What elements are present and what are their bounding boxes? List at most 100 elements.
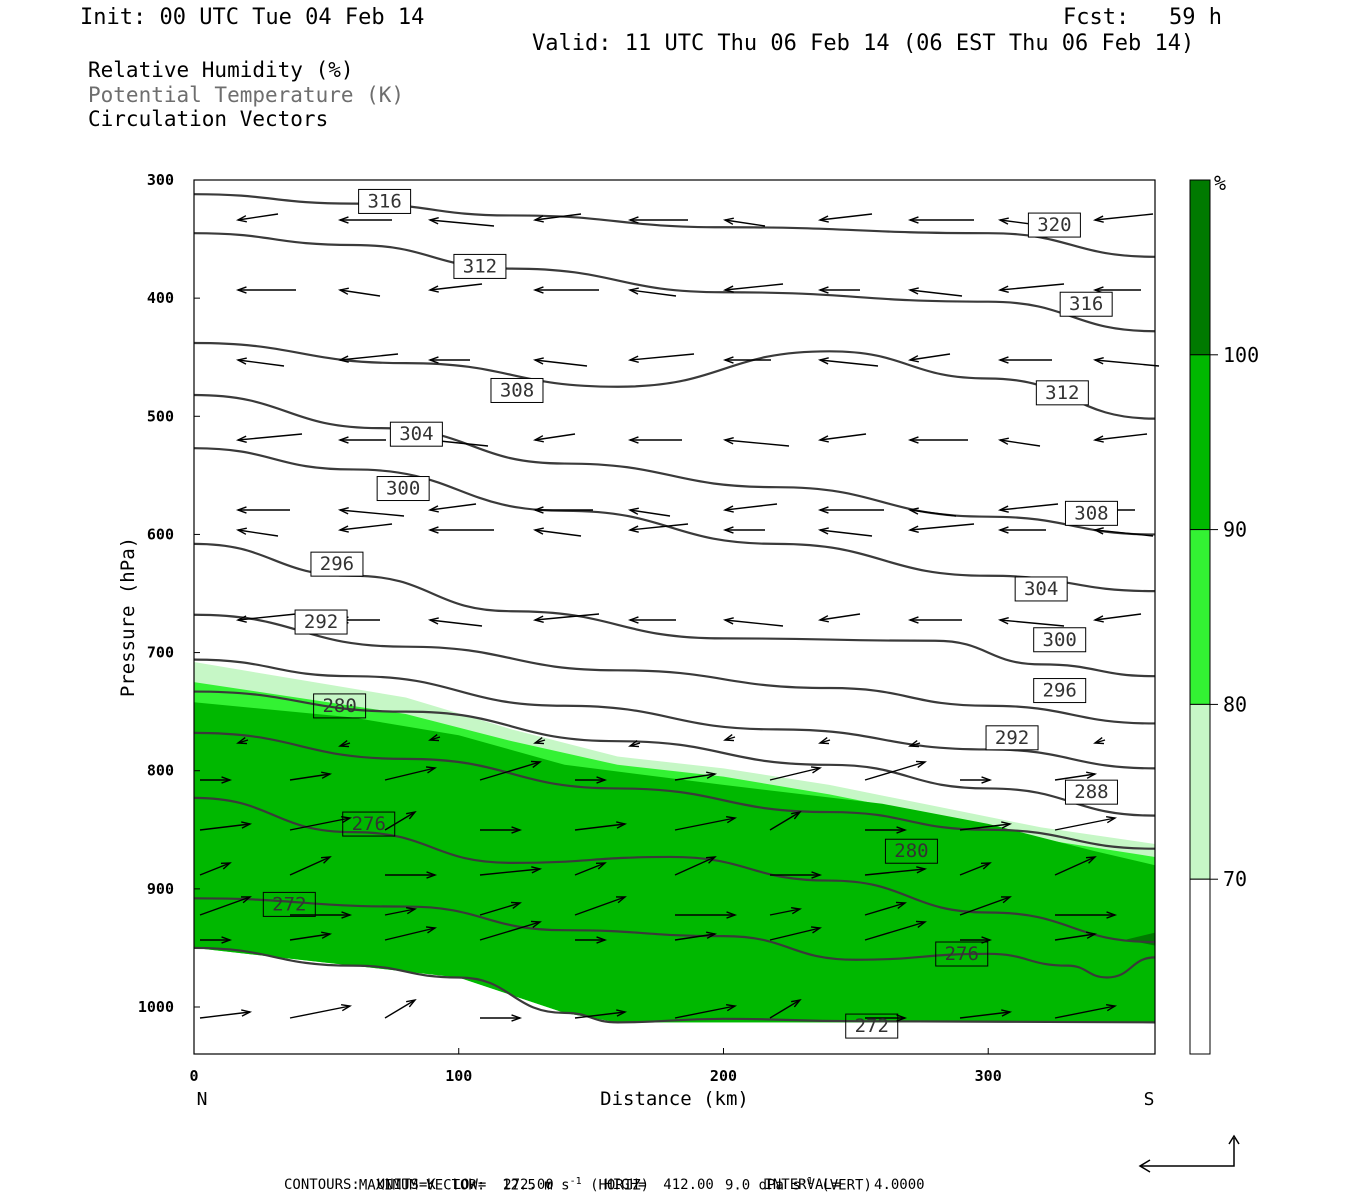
vector-arrow-16-head: [817, 286, 829, 294]
vector-arrow-41-head: [337, 507, 349, 515]
vector-arrow-81-head: [321, 771, 333, 779]
vector-arrow-109-head: [1085, 856, 1097, 864]
vector-arrow-125: [674, 933, 716, 941]
contour-label-7: 280: [322, 695, 356, 717]
vector-arrow-134: [574, 1011, 626, 1019]
vector-arrow-82-head: [425, 766, 437, 774]
vector-arrow-116: [769, 908, 801, 916]
vector-arrow-104-head: [595, 862, 607, 870]
vector-arrow-97-head: [896, 826, 908, 834]
vector-arrow-54: [629, 523, 689, 531]
colorbar-band-4: [1189, 878, 1211, 1055]
vector-arrow-74-head: [628, 740, 640, 748]
vector-arrow-38: [999, 439, 1041, 447]
vector-arrow-101-head: [320, 856, 332, 864]
vector-arrow-120-head: [221, 936, 233, 944]
vector-arrow-66: [819, 613, 861, 621]
vector-arrow-57: [909, 523, 975, 531]
vector-arrow-60: [237, 613, 297, 621]
theta-contour-316: [193, 232, 1156, 333]
colorbar-label-70: 70: [1223, 867, 1247, 891]
legend-relative-humidity: Relative Humidity (%): [88, 58, 354, 82]
x-tick-label-100: 100: [445, 1067, 472, 1085]
vector-arrow-124-head: [596, 936, 608, 944]
vector-arrow-98: [959, 823, 1011, 831]
max-vector-horiz: 12.5 m s: [502, 1177, 570, 1194]
vector-arrow-22-head: [427, 356, 439, 364]
vector-arrow-0: [237, 213, 279, 221]
vector-arrow-72-head: [428, 734, 440, 742]
vector-arrow-135-head: [725, 1003, 738, 1012]
vector-arrow-48-head: [997, 505, 1009, 513]
vector-arrow-0-head: [235, 215, 247, 223]
vector-arrow-129: [1054, 933, 1096, 941]
vector-arrow-90: [199, 823, 251, 831]
vector-arrow-9: [1094, 213, 1154, 221]
theta-contour-312: [193, 341, 1156, 420]
vector-arrow-2: [429, 219, 495, 227]
contour-label-box-1: [453, 253, 507, 279]
vector-arrow-23-head: [532, 357, 544, 365]
vector-arrow-94-head: [616, 821, 628, 829]
x-tick-label-300: 300: [975, 1067, 1002, 1085]
vector-arrow-9-head: [1092, 215, 1104, 223]
vector-arrow-59-head: [1092, 527, 1104, 535]
vector-arrow-31-head: [337, 436, 349, 444]
vector-arrow-1-head: [337, 216, 349, 224]
vector-arrow-86-head: [810, 766, 822, 774]
vector-arrow-27: [909, 353, 951, 361]
vector-arrow-34-head: [627, 436, 639, 444]
vector-arrow-68: [999, 619, 1065, 627]
vector-arrow-12-head: [427, 285, 439, 293]
legend-potential-temperature: Potential Temperature (K): [88, 83, 405, 107]
contour-label-box-2: [490, 377, 544, 403]
vector-arrow-35-head: [722, 437, 734, 445]
y-tick-label-500: 500: [147, 407, 174, 425]
legend-circulation-vectors: Circulation Vectors: [88, 107, 329, 131]
vector-arrow-50-head: [235, 527, 247, 535]
vector-arrow-51: [339, 523, 393, 531]
contour-label-box-20: [935, 941, 989, 967]
vector-arrow-107-head: [916, 866, 928, 874]
vector-arrow-33-head: [532, 435, 544, 443]
vector-arrow-50: [237, 529, 279, 537]
reference-vector-horiz-head: [1138, 1159, 1151, 1173]
contour-label-box-4: [376, 476, 430, 502]
theta-contour-284: [193, 731, 1156, 850]
vector-arrow-39-head: [1092, 435, 1104, 443]
vector-arrow-13-head: [532, 286, 544, 294]
contour-label-box-13: [1064, 500, 1118, 526]
contour-label-8: 276: [352, 813, 386, 835]
vector-arrow-138: [959, 1011, 1011, 1019]
vector-arrow-3: [534, 213, 582, 221]
vector-arrow-46-head: [817, 506, 829, 514]
contour-label-15: 300: [1043, 629, 1077, 651]
vector-arrow-66-head: [817, 615, 829, 623]
vector-arrow-112-head: [405, 906, 418, 915]
contour-label-box-18: [1064, 779, 1118, 805]
vector-arrow-28-head: [997, 356, 1009, 364]
contour-label-box-0: [358, 188, 412, 214]
vector-arrow-134-head: [616, 1009, 628, 1017]
vector-arrow-89-head: [1086, 771, 1098, 779]
vector-arrow-45: [724, 503, 778, 511]
vector-arrow-123: [479, 921, 541, 941]
contour-label-6: 292: [304, 611, 338, 633]
vector-arrow-102-head: [426, 871, 438, 879]
vector-arrow-26-head: [817, 357, 829, 365]
contour-label-2: 308: [500, 379, 534, 401]
theta-contour-272: [193, 946, 1156, 1024]
vector-arrow-125-head: [706, 931, 718, 939]
vector-arrow-73-head: [533, 737, 545, 745]
vector-arrow-133-head: [511, 1014, 523, 1022]
vector-arrow-36: [819, 433, 867, 441]
vector-arrow-52-head: [427, 526, 439, 534]
vector-arrow-44-head: [627, 507, 639, 515]
vector-arrow-116-head: [790, 906, 803, 915]
contour-label-box-14: [1014, 576, 1068, 602]
vector-arrow-53: [534, 529, 582, 537]
contour-label-18: 288: [1074, 781, 1108, 803]
vector-arrow-24: [629, 353, 695, 361]
contour-label-14: 304: [1024, 578, 1058, 600]
contour-label-box-7: [313, 693, 367, 719]
